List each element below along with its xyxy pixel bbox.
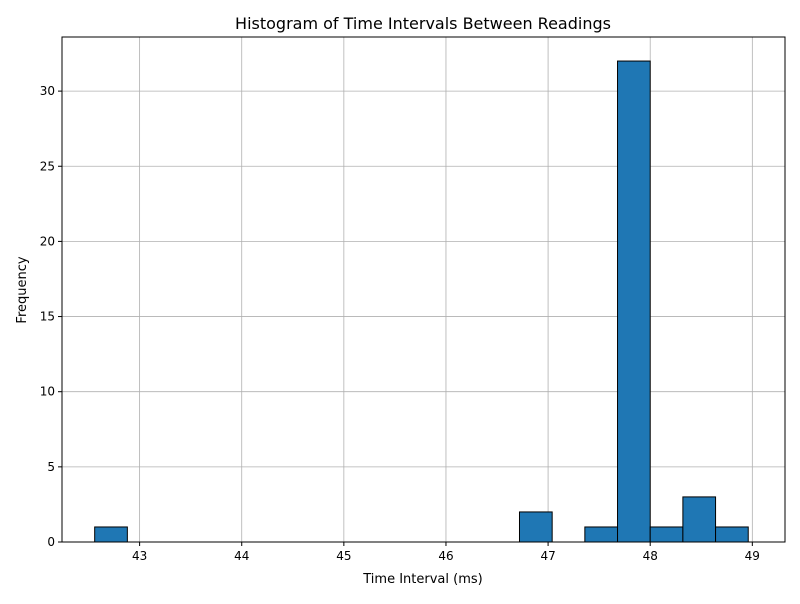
histogram-bar xyxy=(94,526,128,543)
histogram-bar xyxy=(518,511,553,543)
y-tick-label: 25 xyxy=(40,159,55,173)
histogram-bar xyxy=(715,526,749,543)
histogram-bar xyxy=(584,526,619,543)
x-tick-label: 48 xyxy=(643,549,658,563)
histogram-bar xyxy=(649,526,684,543)
bars-layer xyxy=(94,60,749,543)
x-axis-ticks: 43 44 45 46 47 48 49 xyxy=(132,542,760,563)
plot-frame xyxy=(61,36,786,543)
chart-title: Histogram of Time Intervals Between Read… xyxy=(235,14,611,33)
x-axis-label: Time Interval (ms) xyxy=(362,572,482,587)
y-axis-ticks: 0 5 10 15 20 25 30 xyxy=(40,84,62,549)
y-axis-label: Frequency xyxy=(15,256,30,323)
y-tick-label: 20 xyxy=(40,234,55,248)
x-tick-label: 46 xyxy=(438,549,453,563)
x-tick-label: 44 xyxy=(234,549,249,563)
histogram-bar xyxy=(617,60,651,543)
y-tick-label: 10 xyxy=(40,385,55,399)
y-tick-label: 0 xyxy=(47,535,55,549)
histogram-bar xyxy=(682,496,717,543)
x-tick-label: 49 xyxy=(745,549,760,563)
x-tick-label: 43 xyxy=(132,549,147,563)
x-tick-label: 47 xyxy=(540,549,555,563)
y-tick-label: 5 xyxy=(47,460,55,474)
x-tick-label: 45 xyxy=(336,549,351,563)
y-tick-label: 15 xyxy=(40,310,55,324)
y-tick-label: 30 xyxy=(40,84,55,98)
